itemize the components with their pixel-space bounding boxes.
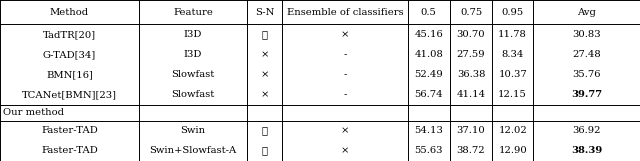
- Text: 0.5: 0.5: [421, 8, 436, 17]
- Text: 36.92: 36.92: [572, 126, 601, 135]
- Text: Avg: Avg: [577, 8, 596, 17]
- Text: 30.83: 30.83: [572, 30, 601, 39]
- Text: G-TAD[34]: G-TAD[34]: [43, 50, 96, 59]
- Text: 38.72: 38.72: [457, 147, 485, 155]
- Text: TadTR[20]: TadTR[20]: [43, 30, 96, 39]
- Text: 35.76: 35.76: [572, 70, 601, 79]
- Text: Slowfast: Slowfast: [172, 90, 214, 99]
- Text: 36.38: 36.38: [457, 70, 485, 79]
- Text: ×: ×: [340, 147, 349, 155]
- Text: ×: ×: [260, 50, 269, 59]
- Text: ×: ×: [340, 30, 349, 39]
- Text: 12.02: 12.02: [499, 126, 527, 135]
- Text: Faster-TAD: Faster-TAD: [41, 126, 98, 135]
- Text: ×: ×: [260, 70, 269, 79]
- Text: 12.15: 12.15: [498, 90, 527, 99]
- Text: 27.48: 27.48: [572, 50, 601, 59]
- Text: ✓: ✓: [262, 126, 268, 135]
- Text: ×: ×: [340, 126, 349, 135]
- Text: 11.78: 11.78: [498, 30, 527, 39]
- Text: 55.63: 55.63: [415, 147, 443, 155]
- Text: S-N: S-N: [255, 8, 275, 17]
- Text: 39.77: 39.77: [571, 90, 602, 99]
- Text: 27.59: 27.59: [457, 50, 485, 59]
- Text: I3D: I3D: [184, 50, 202, 59]
- Text: ✓: ✓: [262, 30, 268, 39]
- Text: Ensemble of classifiers: Ensemble of classifiers: [287, 8, 403, 17]
- Text: -: -: [343, 70, 347, 79]
- Text: -: -: [343, 50, 347, 59]
- Text: 52.49: 52.49: [415, 70, 443, 79]
- Text: 37.10: 37.10: [457, 126, 485, 135]
- Text: 30.70: 30.70: [457, 30, 485, 39]
- Text: 54.13: 54.13: [414, 126, 444, 135]
- Text: 0.95: 0.95: [502, 8, 524, 17]
- Text: Slowfast: Slowfast: [172, 70, 214, 79]
- Text: Faster-TAD: Faster-TAD: [41, 147, 98, 155]
- Text: Swin+Slowfast-A: Swin+Slowfast-A: [149, 147, 237, 155]
- Text: 0.75: 0.75: [460, 8, 482, 17]
- Text: 41.08: 41.08: [414, 50, 444, 59]
- Text: 45.16: 45.16: [415, 30, 443, 39]
- Text: 38.39: 38.39: [571, 147, 602, 155]
- Text: -: -: [343, 90, 347, 99]
- Text: 10.37: 10.37: [499, 70, 527, 79]
- Text: TCANet[BMN][23]: TCANet[BMN][23]: [22, 90, 117, 99]
- Text: Swin: Swin: [180, 126, 205, 135]
- Text: 12.90: 12.90: [499, 147, 527, 155]
- Text: BMN[16]: BMN[16]: [46, 70, 93, 79]
- Text: 8.34: 8.34: [502, 50, 524, 59]
- Text: Our method: Our method: [3, 108, 64, 117]
- Text: 56.74: 56.74: [415, 90, 443, 99]
- Text: Feature: Feature: [173, 8, 213, 17]
- Text: Method: Method: [50, 8, 89, 17]
- Text: I3D: I3D: [184, 30, 202, 39]
- Text: ×: ×: [260, 90, 269, 99]
- Text: ✓: ✓: [262, 147, 268, 155]
- Text: 41.14: 41.14: [456, 90, 486, 99]
